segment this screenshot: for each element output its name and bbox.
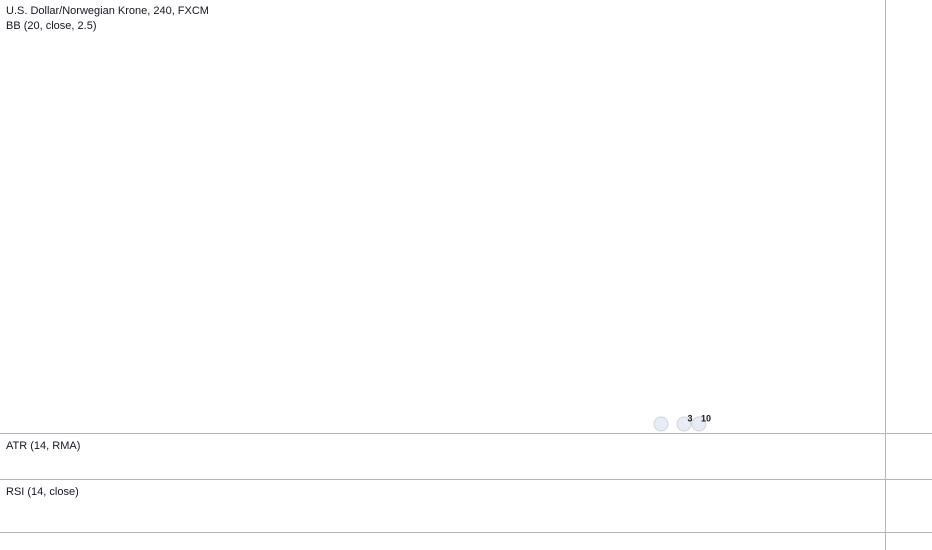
event-flag[interactable] — [676, 416, 692, 432]
event-count: 3 — [687, 413, 692, 423]
atr-title: ATR (14, RMA) — [6, 440, 80, 452]
chart-title: U.S. Dollar/Norwegian Krone, 240, FXCM — [6, 5, 209, 17]
event-count: 10 — [701, 413, 711, 423]
event-icons[interactable]: 3 10 — [653, 413, 711, 432]
event-flag[interactable] — [653, 416, 669, 432]
indicator-label: BB (20, close, 2.5) — [6, 20, 97, 32]
rsi-title: RSI (14, close) — [6, 486, 79, 498]
event-flag[interactable] — [691, 416, 707, 432]
